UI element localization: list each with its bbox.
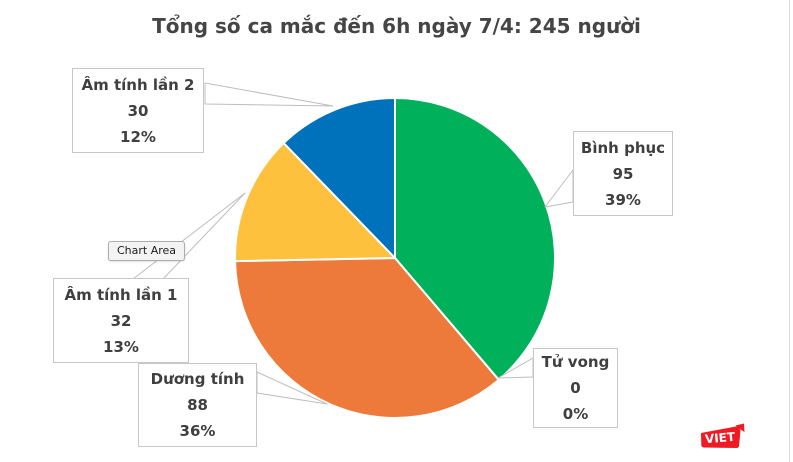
viet-flag-icon bbox=[735, 423, 745, 432]
data-label-text: Dương tính bbox=[150, 370, 245, 388]
data-label-text: Tử vong bbox=[541, 353, 610, 371]
page-title: Tổng số ca mắc đến 6h ngày 7/4: 245 ngườ… bbox=[152, 14, 641, 38]
page-right-border bbox=[789, 0, 790, 462]
viet-logo-text: VIET bbox=[704, 430, 736, 447]
pie-slice-3[interactable] bbox=[234, 142, 396, 263]
viet-logo-badge bbox=[701, 426, 741, 448]
data-label-text: Bình phục bbox=[580, 138, 666, 157]
data-label-percent: 0% bbox=[562, 405, 589, 423]
data-label-value: 32 bbox=[110, 311, 132, 330]
pie-slice-4[interactable] bbox=[282, 97, 396, 259]
data-label-value: 0 bbox=[570, 379, 581, 397]
data-label-value: 88 bbox=[187, 396, 208, 414]
pie-slice-0[interactable] bbox=[394, 97, 556, 381]
data-label-percent: 39% bbox=[605, 190, 641, 209]
data-label-tu-vong[interactable]: Tử vong 0 0% bbox=[533, 348, 618, 428]
pie-slice-2[interactable] bbox=[234, 257, 500, 419]
data-label-value: 30 bbox=[127, 101, 149, 120]
data-label-value: 95 bbox=[612, 164, 634, 183]
viet-logo: VIET bbox=[699, 422, 749, 452]
callout-am-tinh-lan-2 bbox=[204, 82, 334, 107]
data-label-duong-tinh[interactable]: Dương tính 88 36% bbox=[138, 363, 257, 447]
data-label-am-tinh-lan-2[interactable]: Âm tính lần 2 30 12% bbox=[72, 68, 204, 153]
chart-area-tooltip: Chart Area bbox=[108, 241, 186, 261]
data-label-percent: 12% bbox=[120, 127, 156, 146]
data-label-percent: 36% bbox=[179, 422, 216, 440]
data-label-text: Âm tính lần 2 bbox=[81, 75, 195, 94]
callout-binh-phuc bbox=[544, 169, 574, 208]
data-label-percent: 13% bbox=[103, 337, 139, 356]
callout-am-tinh-lan-1 bbox=[132, 192, 246, 280]
callout-duong-tinh bbox=[256, 371, 328, 405]
data-label-binh-phuc[interactable]: Bình phục 95 39% bbox=[573, 131, 673, 216]
data-label-am-tinh-lan-1[interactable]: Âm tính lần 1 32 13% bbox=[53, 278, 189, 363]
data-label-text: Âm tính lần 1 bbox=[64, 285, 178, 304]
chart-area-tooltip-text: Chart Area bbox=[117, 244, 177, 257]
